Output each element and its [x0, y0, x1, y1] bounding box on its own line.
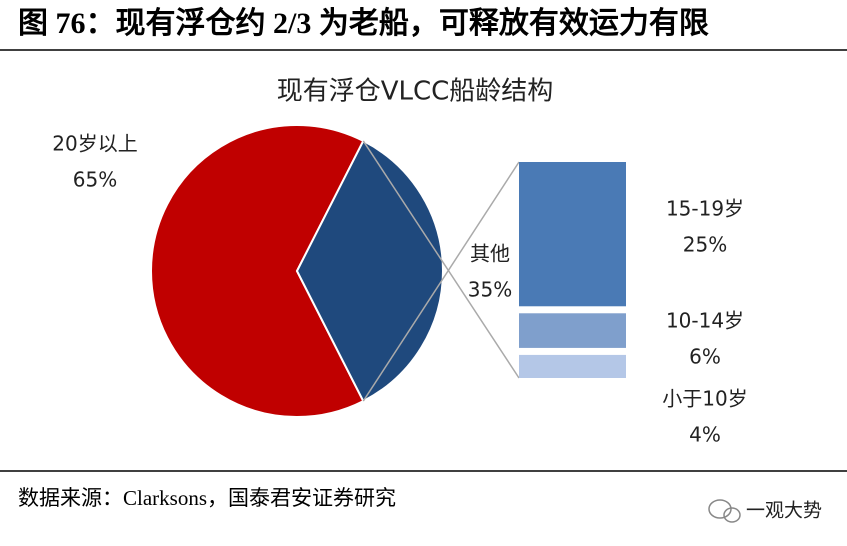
- watermark-icon: [708, 499, 741, 523]
- breakdown-value-label: 4%: [689, 423, 721, 447]
- breakdown-bar: [519, 162, 626, 307]
- breakdown-label: 15-19岁: [666, 197, 744, 221]
- slice-label: 其他: [470, 242, 510, 266]
- pie-slice: [150, 124, 365, 418]
- breakdown-bar: [519, 313, 626, 348]
- slice-value-label: 35%: [468, 278, 512, 302]
- source-note: 数据来源：Clarksons，国泰君安证券研究: [18, 486, 396, 510]
- connector: [362, 161, 520, 402]
- breakdown-label: 10-14岁: [666, 309, 744, 333]
- chart-title: 现有浮仓VLCC船龄结构: [277, 77, 554, 107]
- connector: [362, 140, 520, 379]
- watermark: 一观大势: [746, 500, 822, 522]
- breakdown-value-label: 6%: [689, 345, 721, 369]
- slice-label: 20岁以上: [52, 132, 137, 156]
- figure-title: 图 76：现有浮仓约 2/3 为老船，可释放有效运力有限: [18, 7, 709, 40]
- breakdown-bar: [519, 354, 626, 378]
- slice-value-label: 65%: [73, 168, 117, 192]
- breakdown-value-label: 25%: [683, 233, 727, 257]
- breakdown-label: 小于10岁: [662, 387, 747, 411]
